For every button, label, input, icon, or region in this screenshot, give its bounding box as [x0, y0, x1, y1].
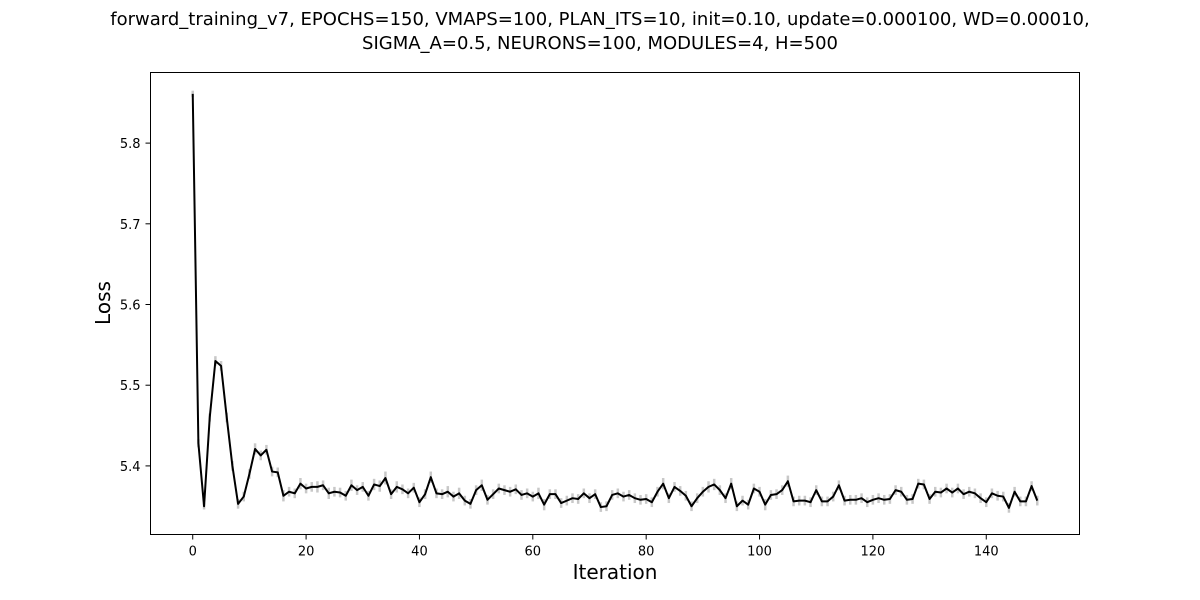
loss-series-line: [191, 93, 1039, 509]
y-tick-label: 5.7: [120, 218, 141, 233]
x-tick-label: 40: [411, 545, 428, 560]
x-tick-label: 140: [974, 545, 999, 560]
y-tick-label: 5.6: [120, 299, 141, 314]
x-tick-label: 80: [638, 545, 655, 560]
x-tick-label: 120: [860, 545, 885, 560]
axes-frame: [150, 72, 1080, 535]
x-axis: 0 20 40 60 80 100 120 140: [189, 534, 999, 560]
x-axis-label: Iteration: [573, 560, 658, 584]
x-tick-label: 100: [747, 545, 772, 560]
y-tick-label: 5.8: [120, 137, 141, 152]
plot-area: [191, 90, 1039, 513]
x-tick-label: 20: [298, 545, 315, 560]
chart-title-line-2: SIGMA_A=0.5, NEURONS=100, MODULES=4, H=5…: [362, 33, 838, 54]
x-tick-label: 0: [189, 545, 197, 560]
y-tick-label: 5.4: [120, 460, 141, 475]
x-tick-label: 60: [525, 545, 542, 560]
chart-title-line-1: forward_training_v7, EPOCHS=150, VMAPS=1…: [110, 9, 1090, 30]
y-axis: 5.4 5.5 5.6 5.7 5.8: [120, 137, 151, 475]
y-tick-label: 5.5: [120, 379, 141, 394]
y-axis-label: Loss: [91, 281, 115, 325]
